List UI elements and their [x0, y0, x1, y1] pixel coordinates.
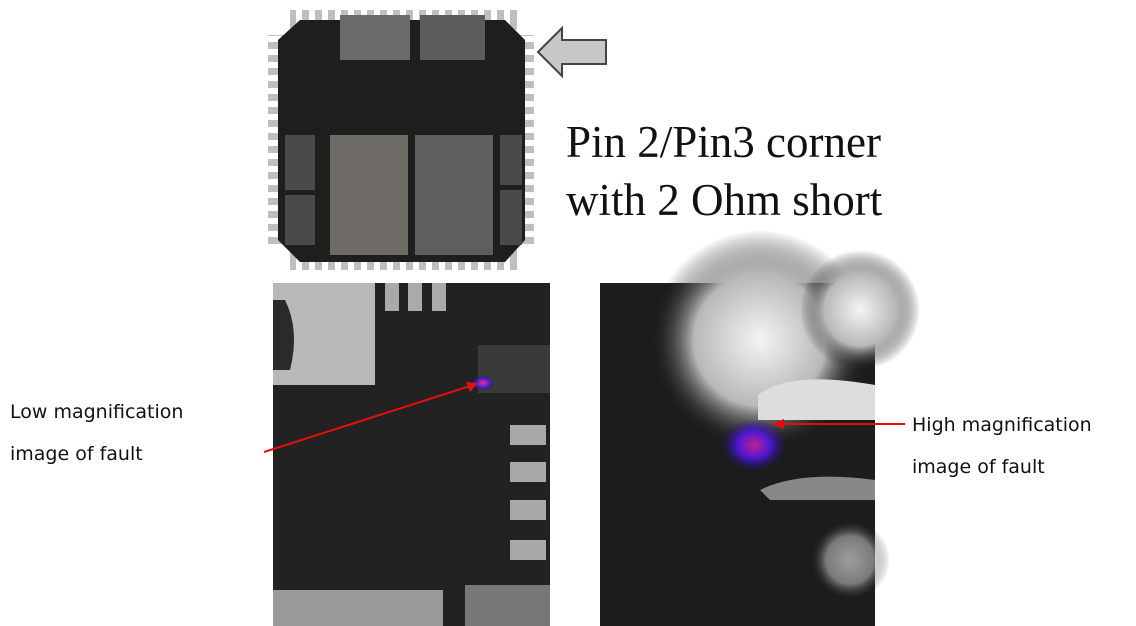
caption-line: Pin 2/Pin3 corner [566, 117, 881, 167]
high-mag-label: High magnification [912, 414, 1092, 436]
low-mag-label: image of fault [10, 443, 143, 465]
low-mag-label: Low magnification [10, 401, 183, 423]
high-mag-image [600, 230, 920, 626]
chip-photo [268, 10, 534, 270]
page: Pin 2/Pin3 corner with 2 Ohm short Low m [0, 0, 1136, 626]
caption-line: with 2 Ohm short [566, 175, 883, 225]
figure: Pin 2/Pin3 corner with 2 Ohm short Low m [0, 0, 1136, 626]
pointer-arrow [538, 28, 606, 76]
high-mag-label: image of fault [912, 456, 1045, 478]
low-mag-image [273, 283, 550, 626]
